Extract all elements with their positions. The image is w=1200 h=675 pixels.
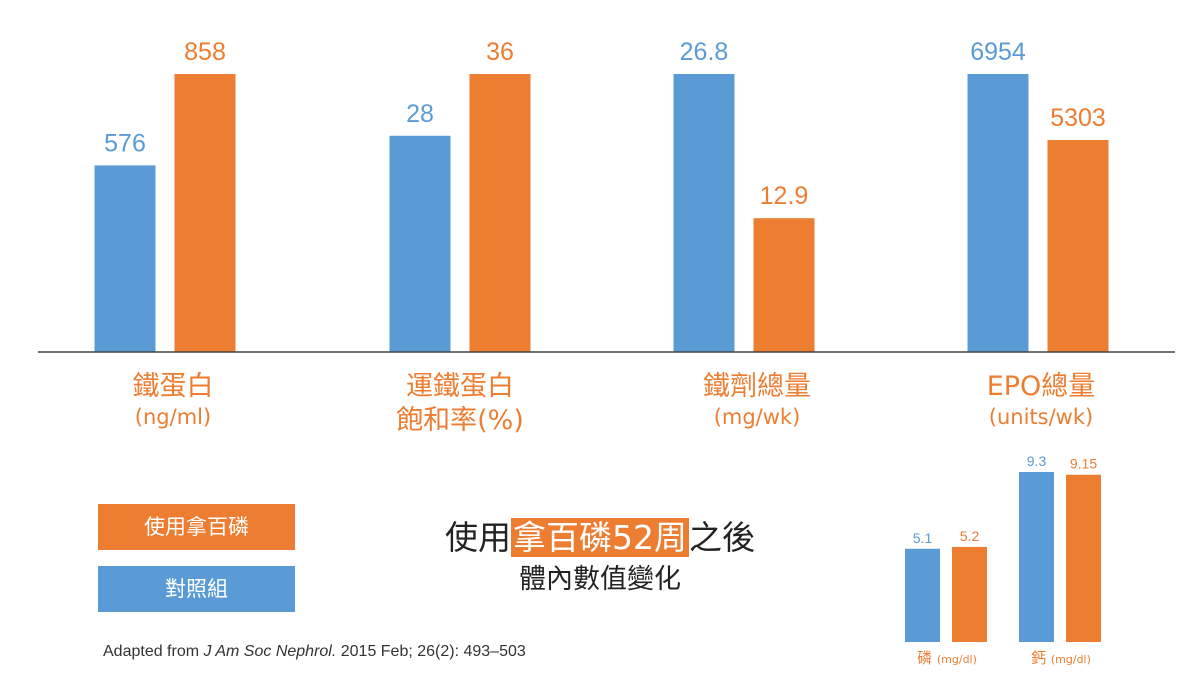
mini-bar-treatment-1 bbox=[1066, 474, 1101, 642]
main-bar-chart: 576 858 28 36 26.8 12.9 6954 5303 bbox=[38, 38, 1175, 353]
mini-category-label-1: 鈣 (mg/dl) bbox=[1031, 649, 1091, 667]
mini-bar-control-0 bbox=[905, 548, 940, 642]
source-citation: Adapted from J Am Soc Nephrol. 2015 Feb;… bbox=[103, 643, 526, 660]
mini-bar-control-1 bbox=[1019, 472, 1054, 642]
category-label-ferritin: 鐵蛋白 (ng/ml) bbox=[132, 371, 214, 429]
data-label-treatment-0: 858 bbox=[184, 38, 226, 66]
bar-treatment-0 bbox=[174, 74, 236, 352]
chart-title-line1: 使用拿百磷52周之後 bbox=[445, 518, 755, 557]
category-label-iron-dose: 鐵劑總量 (mg/wk) bbox=[703, 371, 811, 429]
data-label-treatment-1: 36 bbox=[486, 38, 514, 66]
legend-item-treatment: 使用拿百磷 bbox=[98, 504, 295, 550]
chart-title: 使用拿百磷52周之後 體內數值變化 bbox=[380, 515, 820, 599]
bar-control-3 bbox=[967, 74, 1029, 352]
category-label-tsat: 運鐵蛋白 飽和率(%) bbox=[396, 371, 524, 436]
chart-title-highlight: 拿百磷52周 bbox=[511, 518, 689, 557]
bar-treatment-1 bbox=[469, 74, 531, 352]
data-label-treatment-2: 12.9 bbox=[760, 182, 809, 210]
data-label-control-2: 26.8 bbox=[680, 38, 729, 66]
mini-data-label-control-0: 5.1 bbox=[913, 530, 933, 546]
bar-control-2 bbox=[673, 74, 735, 352]
mini-data-label-treatment-1: 9.15 bbox=[1070, 456, 1097, 472]
mini-bar-chart: 5.1 9.3 5.2 9.15 磷 (mg/dl) 鈣 (mg/dl) bbox=[905, 453, 1101, 667]
mini-category-label-0: 磷 (mg/dl) bbox=[917, 649, 977, 667]
data-label-treatment-3: 5303 bbox=[1050, 104, 1106, 132]
bar-treatment-3 bbox=[1047, 140, 1109, 352]
bar-control-0 bbox=[94, 165, 156, 352]
mini-data-label-treatment-0: 5.2 bbox=[960, 528, 980, 544]
data-label-control-3: 6954 bbox=[970, 38, 1026, 66]
chart-title-line2: 體內數值變化 bbox=[519, 564, 681, 595]
bar-treatment-2 bbox=[753, 218, 815, 352]
data-label-control-1: 28 bbox=[406, 100, 434, 128]
mini-data-label-control-1: 9.3 bbox=[1027, 453, 1047, 469]
legend-item-control: 對照組 bbox=[98, 566, 295, 612]
mini-bar-treatment-0 bbox=[952, 546, 987, 642]
category-label-epo: EPO總量 (units/wk) bbox=[986, 371, 1096, 429]
data-label-control-0: 576 bbox=[104, 129, 146, 157]
bar-control-1 bbox=[389, 135, 451, 352]
